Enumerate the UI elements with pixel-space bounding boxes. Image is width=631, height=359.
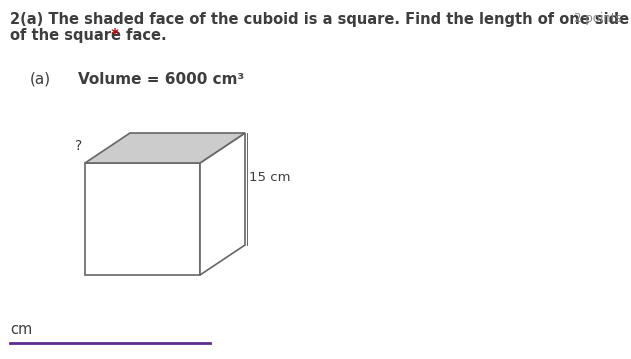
Text: 2 points: 2 points — [574, 12, 622, 25]
Text: of the square face.: of the square face. — [10, 28, 167, 43]
Text: Volume = 6000 cm³: Volume = 6000 cm³ — [78, 72, 244, 87]
Polygon shape — [85, 163, 200, 275]
Text: (a): (a) — [30, 72, 51, 87]
Text: cm: cm — [10, 322, 32, 337]
Text: 2(a) The shaded face of the cuboid is a square. Find the length of one side: 2(a) The shaded face of the cuboid is a … — [10, 12, 629, 27]
Text: *: * — [106, 28, 119, 43]
Polygon shape — [85, 133, 245, 163]
Polygon shape — [200, 133, 245, 275]
Text: ?: ? — [75, 139, 82, 153]
Text: 15 cm: 15 cm — [249, 171, 290, 184]
